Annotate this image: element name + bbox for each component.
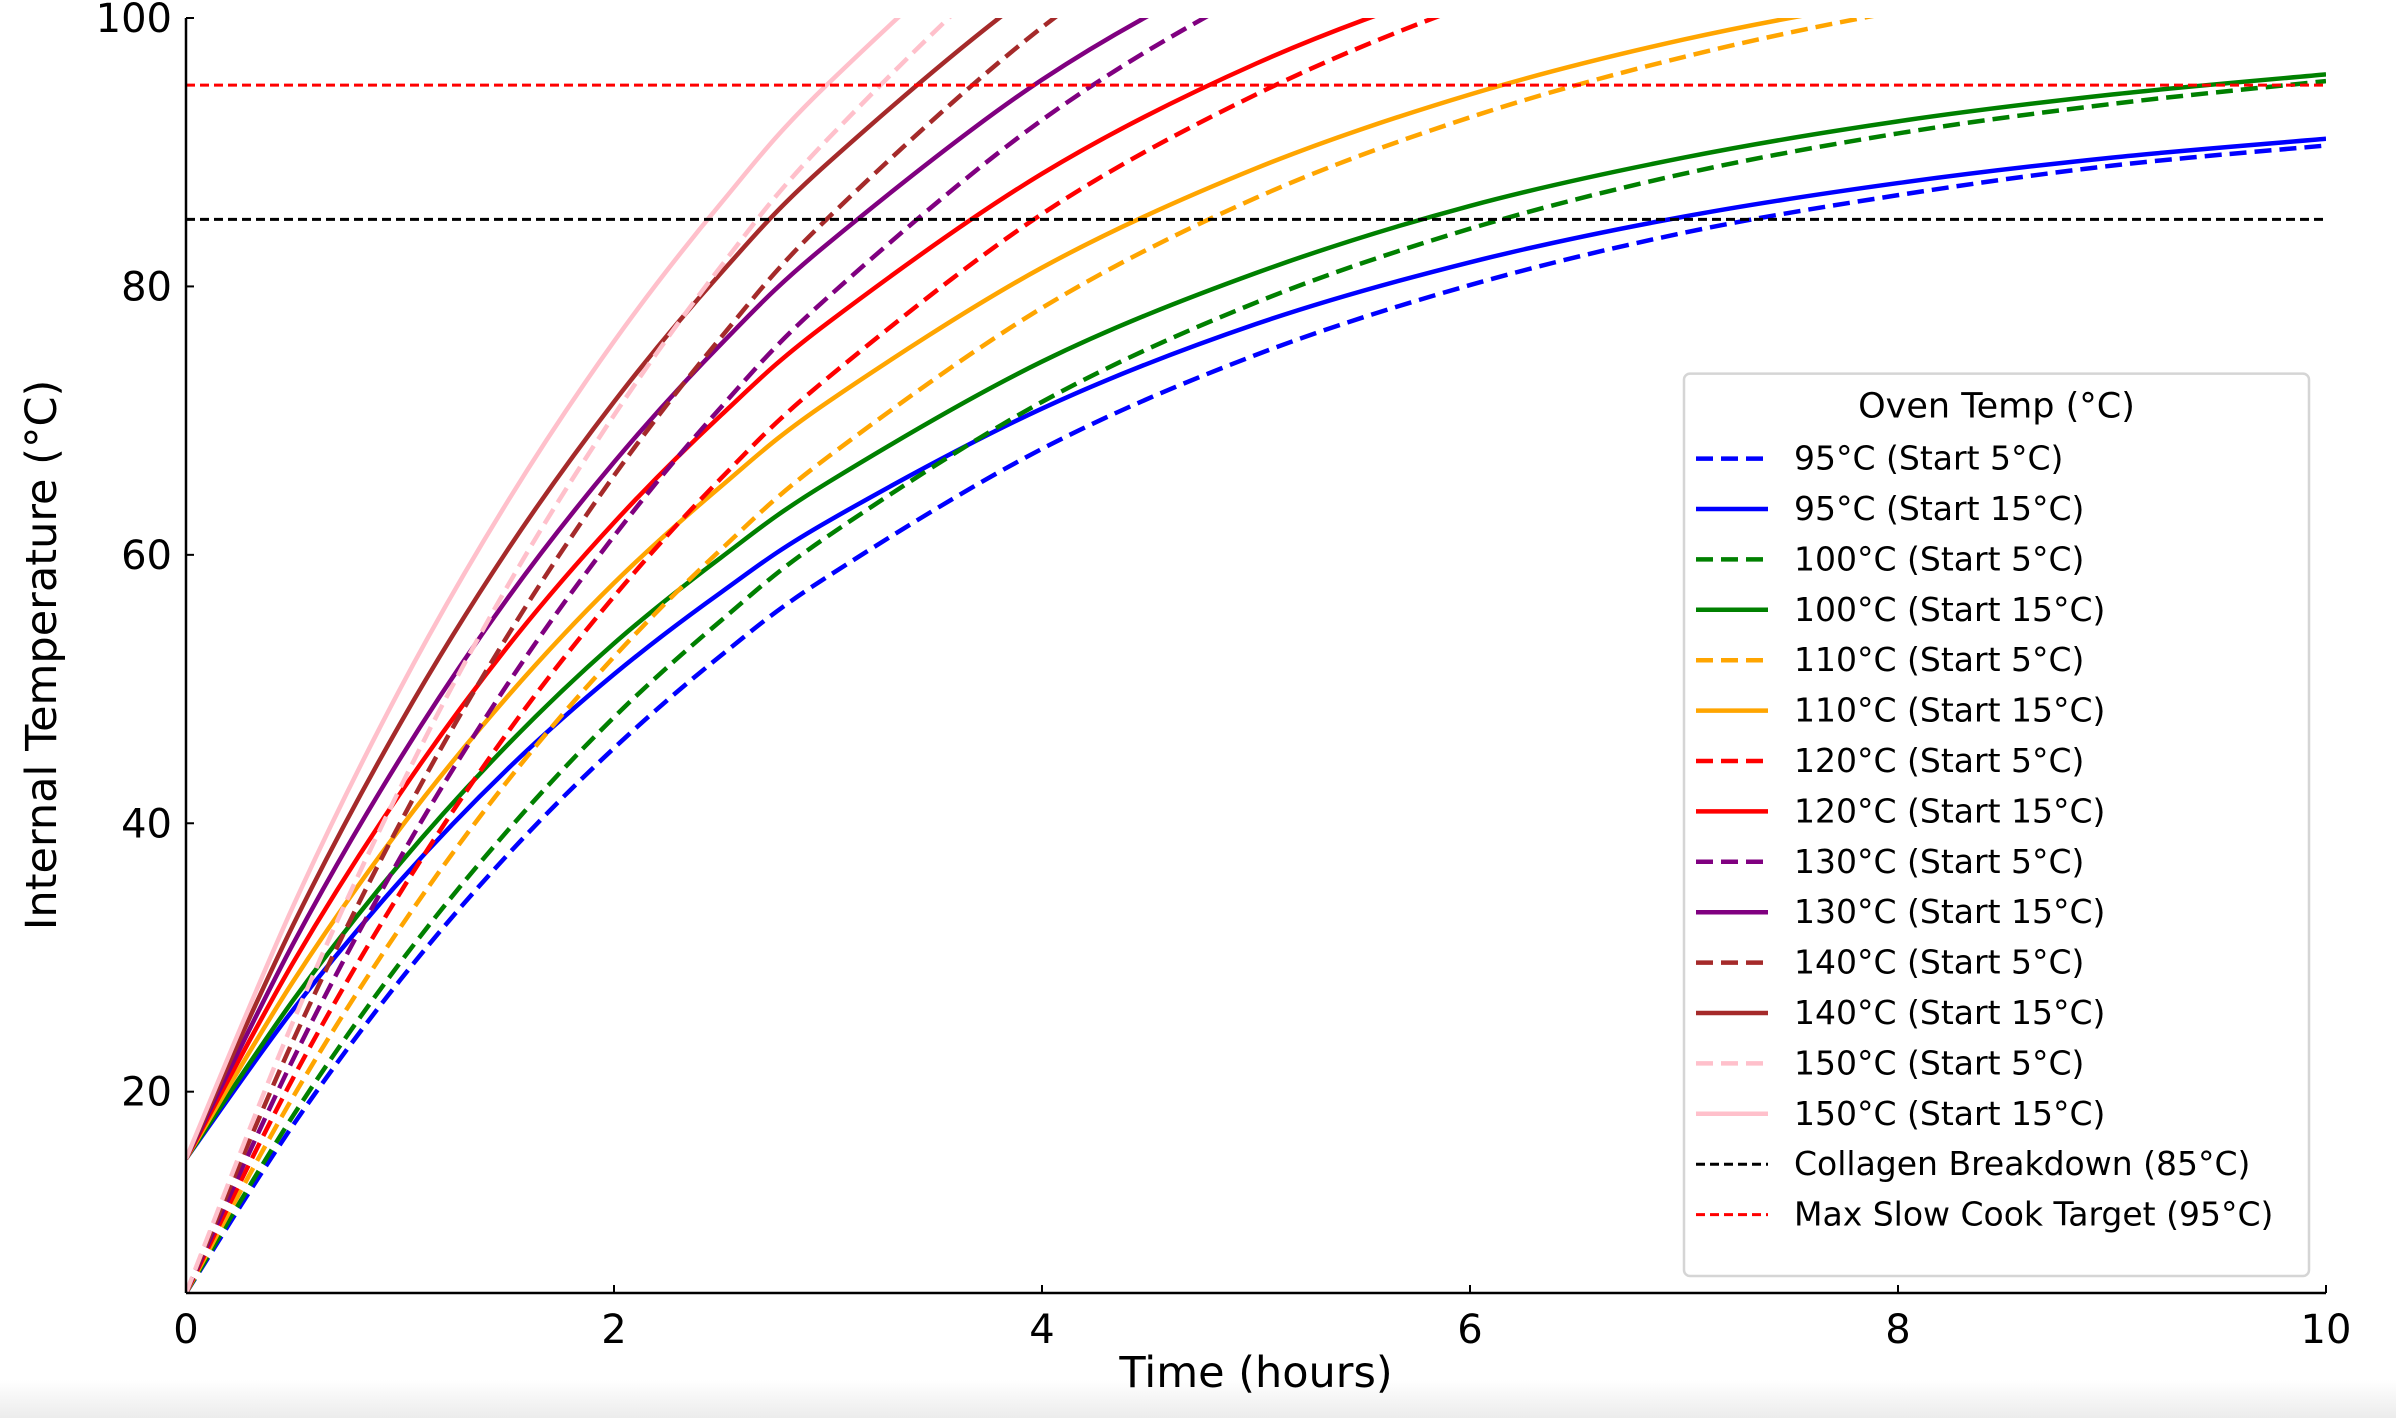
y-tick-label: 100 xyxy=(96,0,172,42)
x-tick-label: 4 xyxy=(1029,1307,1054,1353)
series-line xyxy=(186,18,1376,1160)
legend-label: 95°C (Start 15°C) xyxy=(1794,489,2084,528)
legend-label: Collagen Breakdown (85°C) xyxy=(1794,1144,2250,1183)
series-line xyxy=(186,18,1803,1160)
bottom-fade xyxy=(0,1380,2396,1418)
legend-label: 150°C (Start 5°C) xyxy=(1794,1043,2084,1082)
series-line xyxy=(186,18,1441,1293)
x-tick-label: 8 xyxy=(1885,1307,1910,1353)
x-tick-label: 6 xyxy=(1457,1307,1482,1353)
x-tick-label: 2 xyxy=(601,1307,626,1353)
series-line xyxy=(186,78,2326,1293)
legend-label: 130°C (Start 15°C) xyxy=(1794,892,2105,931)
legend-label: 140°C (Start 5°C) xyxy=(1794,943,2084,982)
plot-area xyxy=(186,18,2326,1293)
series-line xyxy=(186,72,2326,1161)
y-tick-label: 40 xyxy=(121,801,172,847)
legend-box xyxy=(1682,372,2311,1278)
series-line xyxy=(186,18,1149,1160)
series-line xyxy=(186,18,1003,1160)
legend-label: 100°C (Start 15°C) xyxy=(1794,590,2105,629)
legend-label: 140°C (Start 15°C) xyxy=(1794,993,2105,1032)
series-line xyxy=(186,143,2326,1293)
y-axis-label: Internal Temperature (°C) xyxy=(17,380,67,931)
x-tick-label: 0 xyxy=(173,1307,198,1353)
series-line xyxy=(186,18,1875,1293)
series-line xyxy=(186,18,1058,1293)
series-line xyxy=(186,18,952,1293)
legend-label: 150°C (Start 15°C) xyxy=(1794,1094,2105,1133)
legend-title: Oven Temp (°C) xyxy=(1858,387,2135,427)
series-line xyxy=(186,18,1209,1293)
legend-label: 130°C (Start 5°C) xyxy=(1794,842,2084,881)
legend-label: 120°C (Start 5°C) xyxy=(1794,741,2084,780)
legend-label: 120°C (Start 15°C) xyxy=(1794,791,2105,830)
x-tick-label: 10 xyxy=(2301,1307,2352,1353)
series-line xyxy=(186,18,901,1160)
y-tick-label: 20 xyxy=(121,1070,172,1116)
legend-label: 100°C (Start 5°C) xyxy=(1794,539,2084,578)
y-tick-label: 80 xyxy=(121,264,172,310)
series-line xyxy=(186,136,2326,1161)
legend-label: 95°C (Start 5°C) xyxy=(1794,439,2063,478)
legend: Oven Temp (°C) 95°C (Start 5°C) 95°C (Star… xyxy=(1682,372,2311,1278)
y-tick-label: 60 xyxy=(121,533,172,579)
x-axis-label: Time (hours) xyxy=(1118,1348,1392,1398)
legend-label: 110°C (Start 5°C) xyxy=(1794,640,2084,679)
legend-label: 110°C (Start 15°C) xyxy=(1794,691,2105,730)
legend-label: Max Slow Cook Target (95°C) xyxy=(1794,1195,2273,1234)
